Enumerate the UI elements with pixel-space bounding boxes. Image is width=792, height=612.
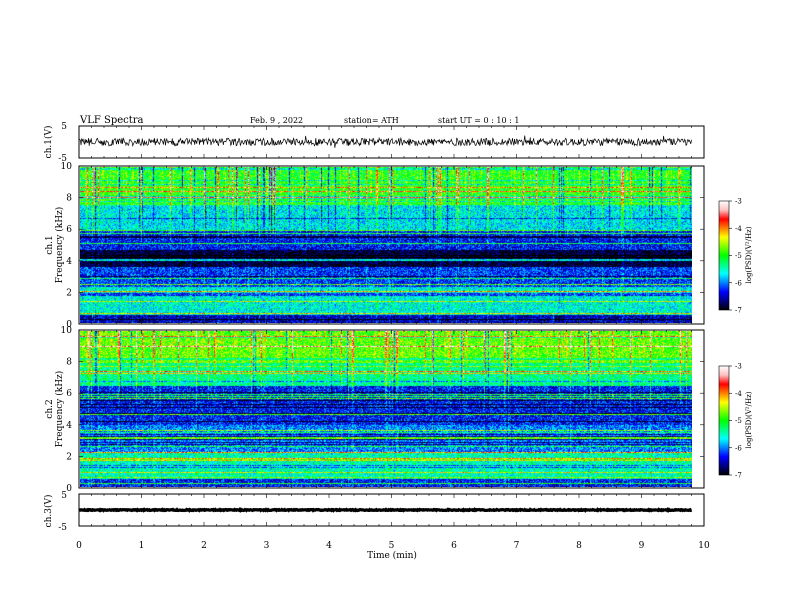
station-label: station= ATH — [344, 116, 399, 125]
ch2-colorbar-label: log(PSD)(V²/Hz) — [745, 391, 753, 448]
ch1-spectrogram-ytick-label: 6 — [66, 225, 72, 235]
ch1-waveform-ylabel: ch.1(V) — [43, 126, 54, 159]
ch1-spectrogram-ylabel-freq: Frequency (kHz) — [54, 207, 65, 284]
ch3-waveform-ylabel: ch.3(V) — [43, 495, 54, 528]
ch2-spectrogram-ytick-label: 2 — [66, 452, 72, 462]
ch1-waveform-panel: 5 -5 ch.1(V) — [43, 122, 705, 164]
x-axis-label: Time (min) — [367, 550, 417, 561]
ch2-spectrogram-panel: 0 2 4 6 8 10 ch.2 Frequency (kHz) — [45, 326, 705, 494]
x-axis-tick-labels: 0 1 2 3 4 5 6 7 8 9 10 — [76, 541, 710, 551]
x-tick-label: 3 — [264, 541, 270, 551]
ch1-spectrogram-ytick-label: 10 — [61, 162, 73, 172]
ch2-colorbar-tick-label: -6 — [735, 444, 742, 452]
x-tick-label: 1 — [139, 541, 145, 551]
ch1-spectrogram-ylabel-channel: ch.1 — [45, 235, 55, 254]
ch2-colorbar: -3 -4 -5 -6 -7 log(PSD)(V²/Hz) — [718, 363, 753, 480]
ch2-colorbar-ticks: -3 -4 -5 -6 -7 — [729, 363, 742, 480]
ch1-colorbar: -3 -4 -5 -6 -7 log(PSD)(V²/Hz) — [718, 198, 753, 315]
x-tick-label: 7 — [514, 541, 520, 551]
x-tick-label: 2 — [201, 541, 207, 551]
ch1-ytick-top: 5 — [61, 122, 67, 132]
ch1-colorbar-tick-label: -7 — [735, 307, 742, 315]
ch1-colorbar-ticks: -3 -4 -5 -6 -7 — [729, 198, 742, 315]
ch2-spectrogram-ytick-label: 4 — [66, 421, 72, 431]
ch1-spectrogram-ytick-label: 2 — [66, 288, 72, 298]
ch2-colorbar-gradient — [718, 365, 730, 476]
ch1-colorbar-tick-label: -6 — [735, 279, 742, 287]
ch1-spectrogram-ytick-label: 8 — [66, 194, 72, 204]
ch1-spectrogram-image — [80, 167, 692, 323]
x-tick-label: 0 — [76, 541, 82, 551]
ch1-waveform-line — [78, 135, 692, 148]
ch3-ytick-top: 5 — [61, 491, 67, 501]
chart-title: VLF Spectra — [79, 115, 144, 126]
ch1-colorbar-gradient — [718, 200, 730, 311]
x-tick-label: 4 — [326, 541, 332, 551]
ch2-spectrogram-ylabel-freq: Frequency (kHz) — [54, 371, 65, 448]
date-label: Feb. 9 , 2022 — [250, 116, 303, 125]
ch2-colorbar-tick-label: -7 — [735, 472, 742, 480]
ch3-waveform-panel: 5 -5 ch.3(V) — [43, 491, 705, 533]
ch1-ytick-bottom: -5 — [58, 154, 67, 164]
ch1-spectrogram-panel: 0 2 4 6 8 10 ch.1 Frequency (kHz) — [45, 162, 705, 330]
ch2-colorbar-tick-label: -5 — [735, 417, 742, 425]
ch2-spectrogram-ytick-label: 6 — [66, 389, 72, 399]
ch1-spectrogram-ticks — [78, 166, 705, 324]
ch2-colorbar-tick-label: -4 — [735, 390, 742, 398]
ch2-spectrogram-ytick-label: 8 — [66, 358, 72, 368]
ch1-spectrogram-ytick-label: 4 — [66, 257, 72, 267]
ch3-waveform-line — [78, 507, 693, 513]
ch1-colorbar-label: log(PSD)(V²/Hz) — [745, 226, 753, 283]
start-time-label: start UT = 0 : 10 : 1 — [438, 116, 519, 125]
ch2-spectrogram-ytick-label: 0 — [66, 484, 72, 494]
x-tick-label: 8 — [576, 541, 582, 551]
ch1-colorbar-tick-label: -4 — [735, 225, 742, 233]
ch1-spectrogram-ytick-label: 0 — [66, 320, 72, 330]
ch3-ytick-bottom: -5 — [58, 523, 67, 533]
x-tick-label: 6 — [451, 541, 457, 551]
ch1-colorbar-tick-label: -5 — [735, 252, 742, 260]
ch2-colorbar-tick-label: -3 — [735, 363, 742, 371]
x-tick-label: 9 — [639, 541, 645, 551]
ch2-spectrogram-ytick-label: 10 — [61, 326, 73, 336]
x-tick-label: 5 — [389, 541, 395, 551]
ch2-spectrogram-yticks: 0 2 4 6 8 10 — [61, 326, 704, 494]
ch2-spectrogram-image — [80, 331, 692, 487]
ch3-waveform-ticks — [78, 494, 705, 526]
ch1-waveform-ticks — [78, 126, 705, 158]
ch1-colorbar-tick-label: -3 — [735, 198, 742, 206]
ch1-spectrogram-yticks: 0 2 4 6 8 10 — [61, 162, 704, 330]
x-tick-label: 10 — [698, 541, 710, 551]
ch2-spectrogram-ylabel-channel: ch.2 — [45, 399, 55, 418]
ch2-spectrogram-ticks — [78, 330, 705, 488]
